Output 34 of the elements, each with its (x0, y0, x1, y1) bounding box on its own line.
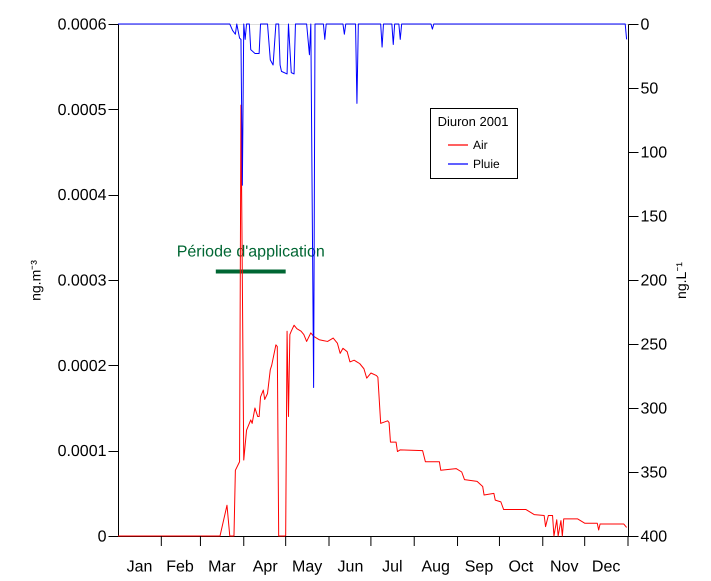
y2-tick-label: 100 (640, 144, 668, 162)
y2-tick-label: 150 (640, 208, 668, 226)
x-tick-label: Apr (252, 558, 278, 576)
y-tick-label: 0.0004 (58, 187, 107, 204)
y2-tick-label: 300 (640, 400, 668, 418)
x-tick-label: Jul (382, 558, 403, 576)
x-tick-label: May (292, 558, 322, 576)
legend-label: Pluie (473, 157, 500, 171)
x-tick-label: Jan (126, 558, 152, 576)
y2-axis-title: ng.L⁻¹ (673, 262, 690, 299)
y2-tick-label: 250 (640, 336, 668, 354)
y2-tick-label: 0 (640, 16, 650, 34)
x-tick-label: Nov (550, 558, 578, 576)
y-axis-title: ng.m⁻³ (28, 260, 44, 301)
y2-tick-label: 350 (640, 464, 668, 482)
x-tick-label: Mar (208, 558, 236, 576)
legend-title: Diuron 2001 (438, 114, 508, 129)
y-tick-label: 0.0001 (58, 443, 107, 460)
y-tick-label: 0.0005 (58, 102, 107, 119)
x-tick-label: Jun (338, 558, 364, 576)
x-tick-label: Oct (508, 558, 534, 576)
y2-tick-label: 200 (640, 272, 668, 290)
x-tick-label: Feb (166, 558, 194, 576)
y2-tick-label: 50 (640, 80, 658, 98)
legend-label: Air (473, 138, 488, 152)
y-tick-label: 0.0003 (58, 272, 107, 290)
y-tick-label: 0.0006 (58, 16, 107, 34)
y-tick-label: 0.0002 (58, 358, 107, 375)
y2-tick-label: 400 (640, 528, 668, 546)
x-tick-label: Sep (464, 558, 494, 576)
x-tick-label: Aug (421, 558, 450, 576)
x-tick-label: Dec (592, 558, 620, 576)
y-tick-label: 0 (98, 528, 107, 546)
line-series (118, 24, 628, 388)
